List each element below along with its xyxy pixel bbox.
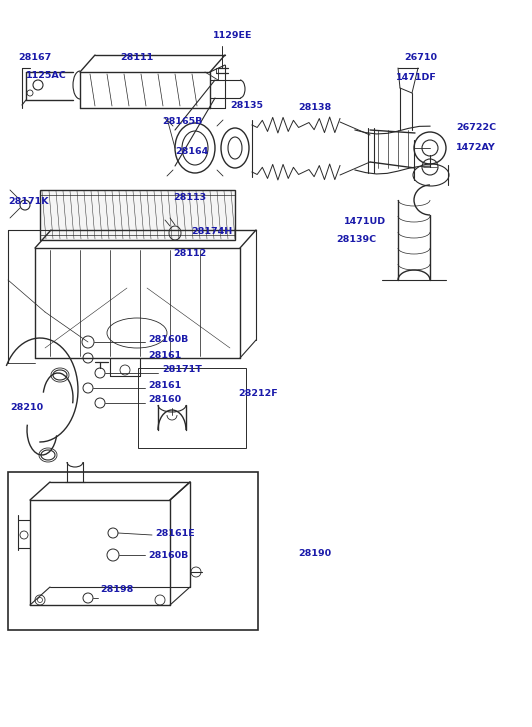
Bar — [8, 472, 258, 630]
Text: 28161: 28161 — [148, 380, 181, 390]
Text: 28139C: 28139C — [336, 236, 376, 244]
Text: 26710: 26710 — [404, 54, 437, 63]
Text: 28112: 28112 — [173, 249, 206, 259]
Text: 28160B: 28160B — [148, 552, 188, 561]
Text: 28111: 28111 — [120, 54, 153, 63]
Text: 28161E: 28161E — [155, 529, 195, 537]
Text: 28135: 28135 — [230, 100, 263, 110]
Text: 28165B: 28165B — [162, 116, 202, 126]
Text: 28113: 28113 — [173, 193, 206, 201]
Text: 28198: 28198 — [100, 585, 134, 595]
Text: 28171K: 28171K — [8, 198, 48, 206]
Bar — [40, 190, 235, 240]
Text: 28160: 28160 — [148, 395, 181, 404]
Text: 28160B: 28160B — [148, 335, 188, 345]
Text: 28171T: 28171T — [162, 366, 202, 374]
Text: 28190: 28190 — [298, 548, 331, 558]
Text: 28212F: 28212F — [238, 388, 278, 398]
Text: 28210: 28210 — [10, 403, 43, 411]
Text: 26722C: 26722C — [456, 124, 496, 132]
Text: 28161: 28161 — [148, 350, 181, 359]
Bar — [138, 368, 246, 448]
Text: 1129EE: 1129EE — [213, 31, 253, 39]
Text: 28164: 28164 — [175, 148, 208, 156]
Text: 1125AC: 1125AC — [26, 71, 66, 79]
Text: 28138: 28138 — [298, 103, 331, 113]
Text: 1472AY: 1472AY — [456, 142, 496, 151]
Text: 1471DF: 1471DF — [396, 73, 437, 82]
Text: 28174H: 28174H — [191, 227, 232, 236]
Text: 28167: 28167 — [18, 54, 51, 63]
Text: 1471UD: 1471UD — [344, 217, 386, 227]
